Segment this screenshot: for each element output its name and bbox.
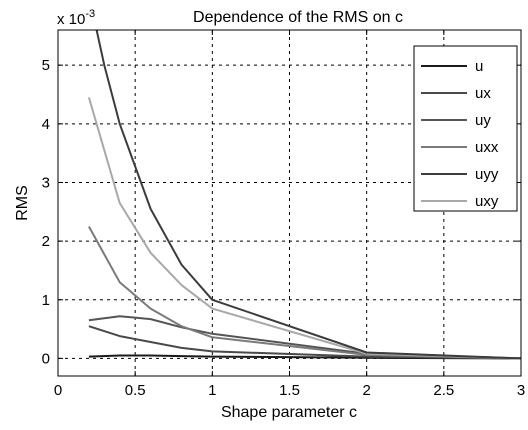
chart-title: Dependence of the RMS on c	[193, 9, 403, 26]
legend-label-uyy: uyy	[475, 166, 499, 183]
x-tick-label: 2	[362, 382, 370, 399]
y-tick-label: 5	[42, 57, 50, 74]
series-lines	[87, 30, 521, 360]
x-tick-label: 1	[208, 382, 216, 399]
legend: u ux uy uxx uyy uxy	[413, 45, 518, 212]
y-exponent-base: x 10	[57, 11, 85, 28]
y-exponent-power: -3	[85, 8, 95, 20]
series-line-uxx	[88, 226, 521, 360]
plot-frame	[57, 29, 522, 377]
x-tick-label: 3	[517, 382, 525, 399]
y-tick-labels: 0 1 2 3 4 5	[42, 57, 50, 367]
y-exponent-label: x 10-3	[57, 8, 95, 28]
y-tick-label: 3	[42, 174, 50, 191]
legend-label-uxx: uxx	[475, 139, 499, 156]
x-tick-label: 0.5	[125, 382, 146, 399]
legend-box	[413, 45, 518, 212]
y-tick-label: 1	[42, 292, 50, 309]
y-tick-label: 0	[42, 350, 50, 367]
y-tick-label: 2	[42, 233, 50, 250]
series-line-u	[88, 354, 521, 360]
x-tick-label: 2.5	[433, 382, 454, 399]
x-tick-labels: 0 0.5 1 1.5 2 2.5 3	[54, 382, 525, 399]
y-axis-label: RMS	[14, 185, 31, 221]
legend-label-u: u	[475, 58, 483, 75]
x-axis-label: Shape parameter c	[221, 404, 357, 421]
series-line-uxy	[87, 97, 521, 360]
y-tick-label: 4	[42, 116, 50, 133]
series-line-ux	[88, 325, 521, 360]
x-tick-label: 0	[54, 382, 62, 399]
legend-label-ux: ux	[475, 85, 491, 102]
legend-label-uxy: uxy	[475, 193, 499, 210]
x-tick-label: 1.5	[279, 382, 300, 399]
legend-label-uy: uy	[475, 112, 491, 129]
series-line-uyy	[95, 30, 521, 360]
